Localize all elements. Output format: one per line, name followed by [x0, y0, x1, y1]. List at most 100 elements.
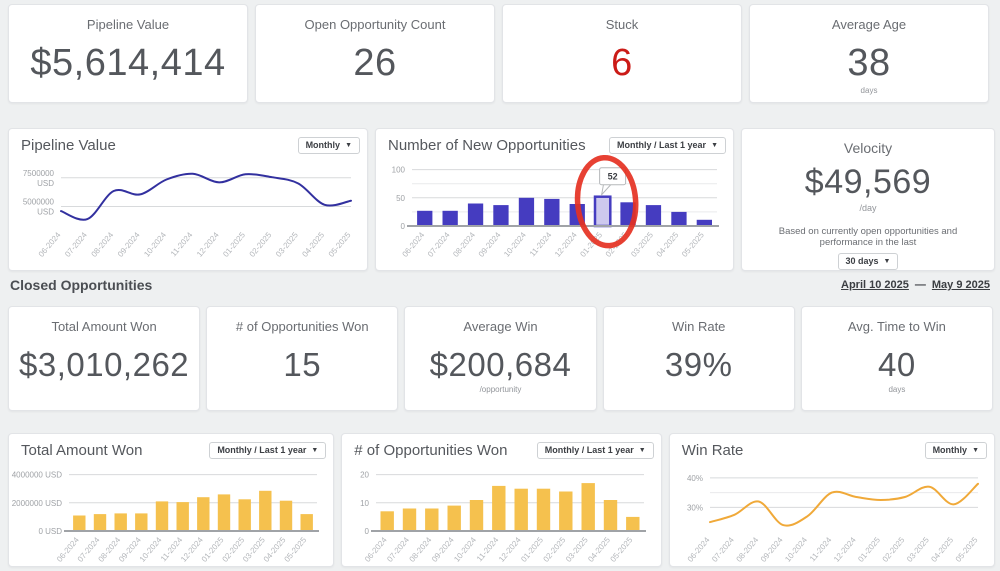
kpi-card-avg-time-to-win: Avg. Time to Win 40 days: [800, 306, 993, 411]
x-axis-label: 12-2024: [195, 230, 221, 259]
chart-title: Win Rate: [681, 442, 744, 459]
dropdown-label: 30 days: [845, 256, 879, 266]
bar[interactable]: [493, 205, 509, 226]
bar[interactable]: [300, 514, 313, 531]
svg-text:5000000: 5000000: [23, 197, 55, 206]
opportunities-won-bar-chart: 0 10 20 06-2024 07-2024 08-2024 09-2024 10-2024…: [342, 461, 660, 564]
bar[interactable]: [442, 210, 458, 226]
svg-text:0 USD: 0 USD: [38, 527, 62, 536]
bar[interactable]: [403, 508, 417, 532]
bar[interactable]: [259, 490, 272, 531]
x-axis-label: 06-2024: [37, 230, 63, 259]
x-axis-label: 04-2025: [587, 535, 613, 564]
x-axis-label: 07-2024: [426, 230, 452, 259]
bar[interactable]: [417, 210, 433, 226]
x-axis-label: 07-2024: [63, 230, 89, 259]
kpi-card-pipeline-value: Pipeline Value $5,614,414: [8, 4, 248, 103]
bar[interactable]: [447, 505, 462, 531]
bar[interactable]: [279, 500, 293, 531]
bar[interactable]: [645, 205, 662, 226]
date-range: April 10 2025 — May 9 2025: [841, 279, 990, 291]
kpi-title: Average Win: [463, 319, 538, 334]
svg-text:USD: USD: [37, 207, 54, 216]
x-axis-label: 03-2025: [905, 535, 931, 564]
bar[interactable]: [671, 211, 687, 226]
kpi-value: 38: [847, 42, 891, 84]
opportunities-won-period-dropdown[interactable]: Monthly / Last 1 year ▼: [536, 442, 654, 459]
x-axis-label: 01-2025: [520, 535, 546, 564]
pipeline-value-line-chart: 5000000 USD 7500000 USD 06-2024 07-2024 08-202…: [9, 156, 367, 259]
bar[interactable]: [425, 508, 439, 532]
x-axis-label: 11-2024: [169, 230, 195, 258]
x-axis-label: 05-2025: [327, 230, 353, 259]
chevron-down-icon: ▼: [345, 142, 352, 149]
bar[interactable]: [467, 203, 484, 227]
bar[interactable]: [581, 483, 596, 531]
bar[interactable]: [380, 511, 395, 531]
bar-highlighted[interactable]: [593, 195, 612, 228]
x-axis-label: 10-2024: [142, 230, 168, 259]
kpi-value: $49,569: [804, 163, 932, 201]
bar[interactable]: [73, 515, 86, 532]
bar[interactable]: [544, 198, 560, 226]
bar[interactable]: [537, 488, 551, 531]
chart-title: Total Amount Won: [21, 442, 143, 459]
bar[interactable]: [626, 516, 640, 531]
bar[interactable]: [135, 513, 148, 531]
kpi-card-average-win: Average Win $200,684 /opportunity: [404, 306, 597, 411]
chart-header: Number of New Opportunities Monthly / La…: [376, 129, 733, 154]
bar[interactable]: [518, 197, 535, 226]
kpi-value: 26: [353, 42, 397, 84]
opportunities-won-chart-card: # of Opportunities Won Monthly / Last 1 …: [341, 433, 662, 567]
win-rate-period-dropdown[interactable]: Monthly ▼: [924, 442, 987, 459]
x-axis-label: 04-2025: [300, 230, 326, 259]
bar[interactable]: [155, 501, 169, 531]
svg-text:30%: 30%: [687, 503, 703, 512]
date-range-start-link[interactable]: April 10 2025: [841, 279, 909, 291]
dropdown-label: Monthly: [932, 445, 968, 455]
date-range-end-link[interactable]: May 9 2025: [931, 279, 990, 291]
bar[interactable]: [197, 497, 210, 531]
bar[interactable]: [514, 488, 529, 531]
x-axis-label: 07-2024: [710, 535, 736, 564]
bar[interactable]: [696, 219, 712, 226]
bar[interactable]: [492, 485, 506, 531]
kpi-value: 39%: [664, 346, 733, 383]
new-opportunities-period-dropdown[interactable]: Monthly / Last 1 year ▼: [609, 137, 726, 154]
dropdown-label: Monthly / Last 1 year: [544, 445, 634, 455]
chart-title: Number of New Opportunities: [388, 137, 586, 154]
kpi-title: # of Opportunities Won: [235, 319, 369, 334]
line-series: [60, 172, 352, 221]
x-axis-label: 06-2024: [363, 535, 389, 564]
bar[interactable]: [238, 499, 251, 531]
velocity-window-dropdown[interactable]: 30 days ▼: [837, 253, 899, 270]
svg-text:4000000 USD: 4000000 USD: [12, 471, 62, 480]
chart-header: Win Rate Monthly ▼: [670, 434, 994, 459]
bar[interactable]: [176, 502, 189, 531]
kpi-value: $3,010,262: [19, 346, 190, 383]
x-axis-label: 08-2024: [408, 535, 434, 564]
x-axis-label: 10-2024: [783, 535, 809, 564]
x-axis-label: 06-2024: [685, 535, 711, 564]
svg-text:7500000: 7500000: [23, 169, 55, 178]
bar[interactable]: [559, 491, 573, 532]
chevron-down-icon: ▼: [638, 447, 646, 454]
kpi-title: Win Rate: [671, 319, 726, 334]
x-axis-label: 08-2024: [734, 535, 760, 564]
new-opportunities-chart-card: Number of New Opportunities Monthly / La…: [375, 128, 734, 271]
kpi-unit: days: [860, 86, 878, 95]
bar[interactable]: [217, 494, 231, 531]
bar[interactable]: [114, 513, 127, 531]
bar[interactable]: [93, 514, 107, 531]
total-amount-won-period-dropdown[interactable]: Monthly / Last 1 year ▼: [209, 442, 327, 459]
pipeline-period-dropdown[interactable]: Monthly ▼: [297, 137, 360, 154]
kpi-card-average-age: Average Age 38 days: [749, 4, 989, 103]
svg-text:2000000 USD: 2000000 USD: [12, 499, 62, 508]
kpi-title: Avg. Time to Win: [847, 319, 946, 334]
bar[interactable]: [604, 500, 618, 531]
bar[interactable]: [470, 500, 484, 531]
svg-text:10: 10: [360, 499, 369, 508]
